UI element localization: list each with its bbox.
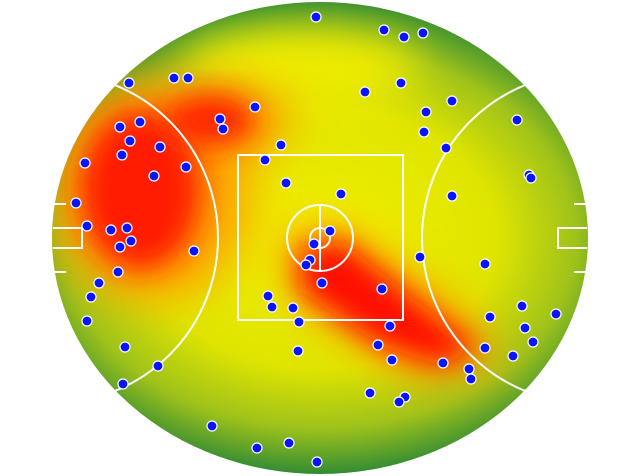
point (125, 235, 137, 247)
point (335, 188, 347, 200)
point (516, 300, 528, 312)
point (124, 135, 136, 147)
point (188, 245, 200, 257)
point (251, 442, 263, 454)
point (112, 266, 124, 278)
point (266, 301, 278, 313)
points (70, 11, 562, 468)
point (463, 363, 475, 375)
point (507, 350, 519, 362)
point (287, 302, 299, 314)
point (393, 396, 405, 408)
point (311, 456, 323, 468)
point (275, 139, 287, 151)
point (81, 315, 93, 327)
point (114, 121, 126, 133)
point (398, 31, 410, 43)
point (527, 336, 539, 348)
point (123, 77, 135, 89)
point (310, 11, 322, 23)
point (308, 238, 320, 250)
point (446, 95, 458, 107)
point (414, 251, 426, 263)
point (440, 142, 452, 154)
point (79, 157, 91, 169)
point (85, 291, 97, 303)
point (121, 222, 133, 234)
point (384, 320, 396, 332)
point (465, 373, 477, 385)
point (93, 277, 105, 289)
point (525, 172, 537, 184)
point (283, 437, 295, 449)
point (292, 345, 304, 357)
point (217, 123, 229, 135)
point (262, 290, 274, 302)
point (359, 86, 371, 98)
point (417, 27, 429, 39)
point (259, 154, 271, 166)
point (376, 283, 388, 295)
point (214, 113, 226, 125)
point (117, 378, 129, 390)
point (180, 161, 192, 173)
point (114, 241, 126, 253)
point (479, 342, 491, 354)
point (364, 387, 376, 399)
point (300, 259, 312, 271)
point (484, 311, 496, 323)
point (395, 77, 407, 89)
point (182, 72, 194, 84)
point (70, 197, 82, 209)
point (372, 339, 384, 351)
point (437, 357, 449, 369)
point (418, 126, 430, 138)
point (168, 72, 180, 84)
point (152, 360, 164, 372)
point (378, 24, 390, 36)
point (316, 277, 328, 289)
point (324, 225, 336, 237)
point (105, 224, 117, 236)
point (134, 116, 146, 128)
point (293, 316, 305, 328)
point (206, 420, 218, 432)
point (386, 354, 398, 366)
point (249, 101, 261, 113)
point (479, 258, 491, 270)
point (116, 149, 128, 161)
point (148, 170, 160, 182)
point (280, 177, 292, 189)
point (119, 341, 131, 353)
point (420, 106, 432, 118)
point (550, 308, 562, 320)
point (81, 220, 93, 232)
point (519, 322, 531, 334)
point (511, 114, 523, 126)
point (446, 190, 458, 202)
point (154, 141, 166, 153)
